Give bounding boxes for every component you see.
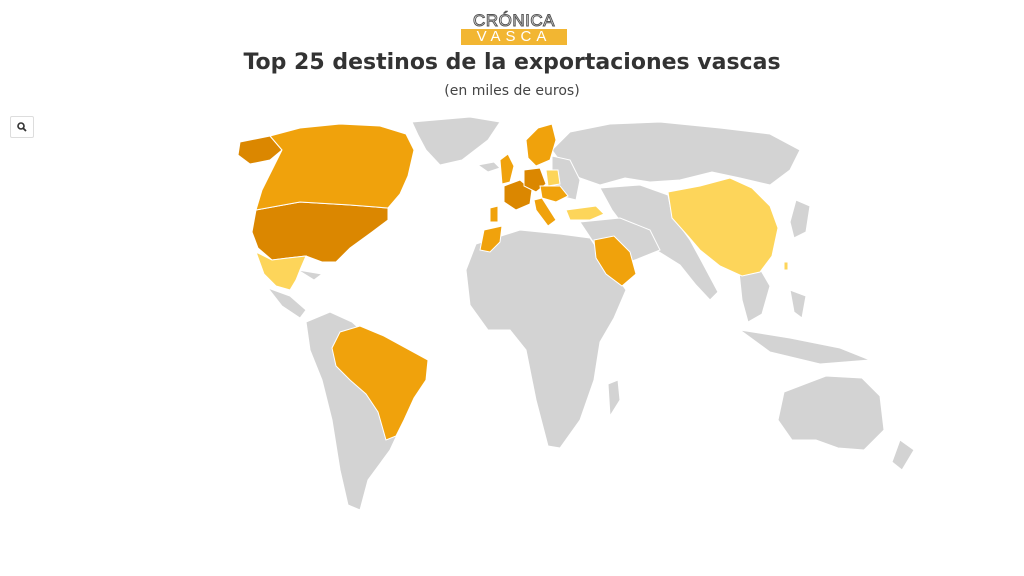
country-united-kingdom (499, 153, 515, 185)
new-zealand (891, 439, 915, 471)
africa (465, 229, 627, 449)
country-france (503, 179, 533, 211)
country-turkey (565, 205, 605, 221)
australia (777, 375, 885, 451)
country-norway-sweden-finland (525, 123, 557, 167)
logo-bottom-text: VASCA (461, 29, 567, 45)
japan (789, 199, 811, 239)
madagascar (607, 379, 621, 418)
country-canada (255, 123, 415, 211)
greenland (411, 116, 501, 166)
country-poland (545, 169, 561, 187)
philippines (789, 289, 807, 319)
world-map[interactable] (0, 108, 1024, 518)
central-america (266, 286, 307, 319)
country-china (667, 177, 779, 277)
country-mexico (255, 250, 307, 291)
country-united-states (251, 201, 389, 263)
country-central-europe (539, 185, 569, 203)
country-brazil (331, 325, 429, 441)
map-title: Top 25 destinos de la exportaciones vasc… (243, 50, 781, 75)
iceland (476, 161, 501, 173)
country-portugal (489, 205, 499, 223)
highlighted-countries-layer (237, 123, 789, 441)
zoom-search-button[interactable] (10, 116, 34, 138)
logo-top-text: CRÓNICA (473, 11, 555, 30)
map-subtitle: (en miles de euros) (444, 83, 580, 99)
russia (551, 121, 801, 186)
country-taiwan (783, 261, 789, 271)
country-morocco (479, 225, 503, 253)
search-icon (17, 122, 27, 132)
indonesia (739, 329, 871, 365)
cuba (297, 269, 324, 281)
cronica-vasca-logo: CRÓNICA VASCA (461, 12, 567, 45)
country-italy (533, 197, 557, 227)
country-saudi-arabia (593, 235, 637, 287)
